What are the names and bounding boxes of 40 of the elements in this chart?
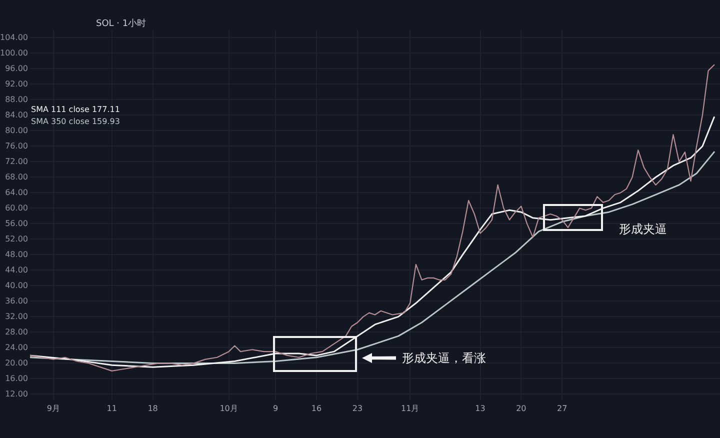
y-tick-label: 64.00 bbox=[5, 188, 28, 197]
y-tick-label: 36.00 bbox=[5, 296, 28, 306]
y-tick-label: 100.00 bbox=[0, 48, 28, 58]
y-tick-label: 88.00 bbox=[5, 94, 28, 104]
x-tick-label: 18 bbox=[148, 404, 158, 413]
y-tick-label: 84.00 bbox=[5, 110, 28, 120]
text: SMA 111 close 177.11 bbox=[31, 104, 120, 116]
x-tick-label: 13 bbox=[475, 404, 486, 413]
y-tick-label: 80.00 bbox=[5, 126, 28, 135]
x-tick-label: 16 bbox=[311, 404, 322, 413]
y-tick-label: 12.00 bbox=[5, 389, 28, 398]
chart-title: SOL · 1小时 bbox=[96, 18, 146, 30]
y-tick-label: 44.00 bbox=[5, 265, 28, 274]
y-tick-label: 16.00 bbox=[5, 374, 28, 383]
y-tick-label: 48.00 bbox=[5, 250, 28, 259]
x-tick-label: 23 bbox=[352, 404, 363, 413]
y-tick-label: 96.00 bbox=[5, 64, 28, 73]
y-tick-label: 40.00 bbox=[5, 280, 28, 290]
y-tick-label: 104.00 bbox=[0, 32, 28, 42]
x-tick-label: 11 bbox=[106, 404, 117, 413]
annotation: 形成夹逼，看涨 bbox=[402, 351, 486, 365]
y-tick-label: 56.00 bbox=[5, 218, 28, 228]
x-tick-label: 11月 bbox=[400, 404, 420, 413]
y-tick-label: 92.00 bbox=[5, 79, 28, 88]
y-tick-label: 72.00 bbox=[5, 156, 28, 166]
y-tick-label: 60.00 bbox=[5, 203, 28, 212]
y-tick-label: 28.00 bbox=[5, 327, 28, 336]
y-tick-label: 32.00 bbox=[5, 312, 28, 321]
y-tick-label: 20.00 bbox=[5, 358, 28, 368]
y-tick-label: 76.00 bbox=[5, 141, 28, 150]
x-tick-label: 9月 bbox=[46, 404, 60, 413]
annotation: 形成夹逼 bbox=[619, 222, 667, 236]
y-tick-label: 24.00 bbox=[5, 342, 28, 352]
x-tick-label: 10月 bbox=[220, 404, 238, 413]
y-tick-label: 52.00 bbox=[5, 234, 28, 244]
x-tick-label: 9 bbox=[273, 404, 278, 413]
y-tick-label: 68.00 bbox=[5, 172, 28, 182]
x-tick-label: 27 bbox=[557, 404, 568, 413]
text: SMA 350 close 159.93 bbox=[31, 116, 120, 128]
x-tick-label: 20 bbox=[516, 404, 526, 413]
